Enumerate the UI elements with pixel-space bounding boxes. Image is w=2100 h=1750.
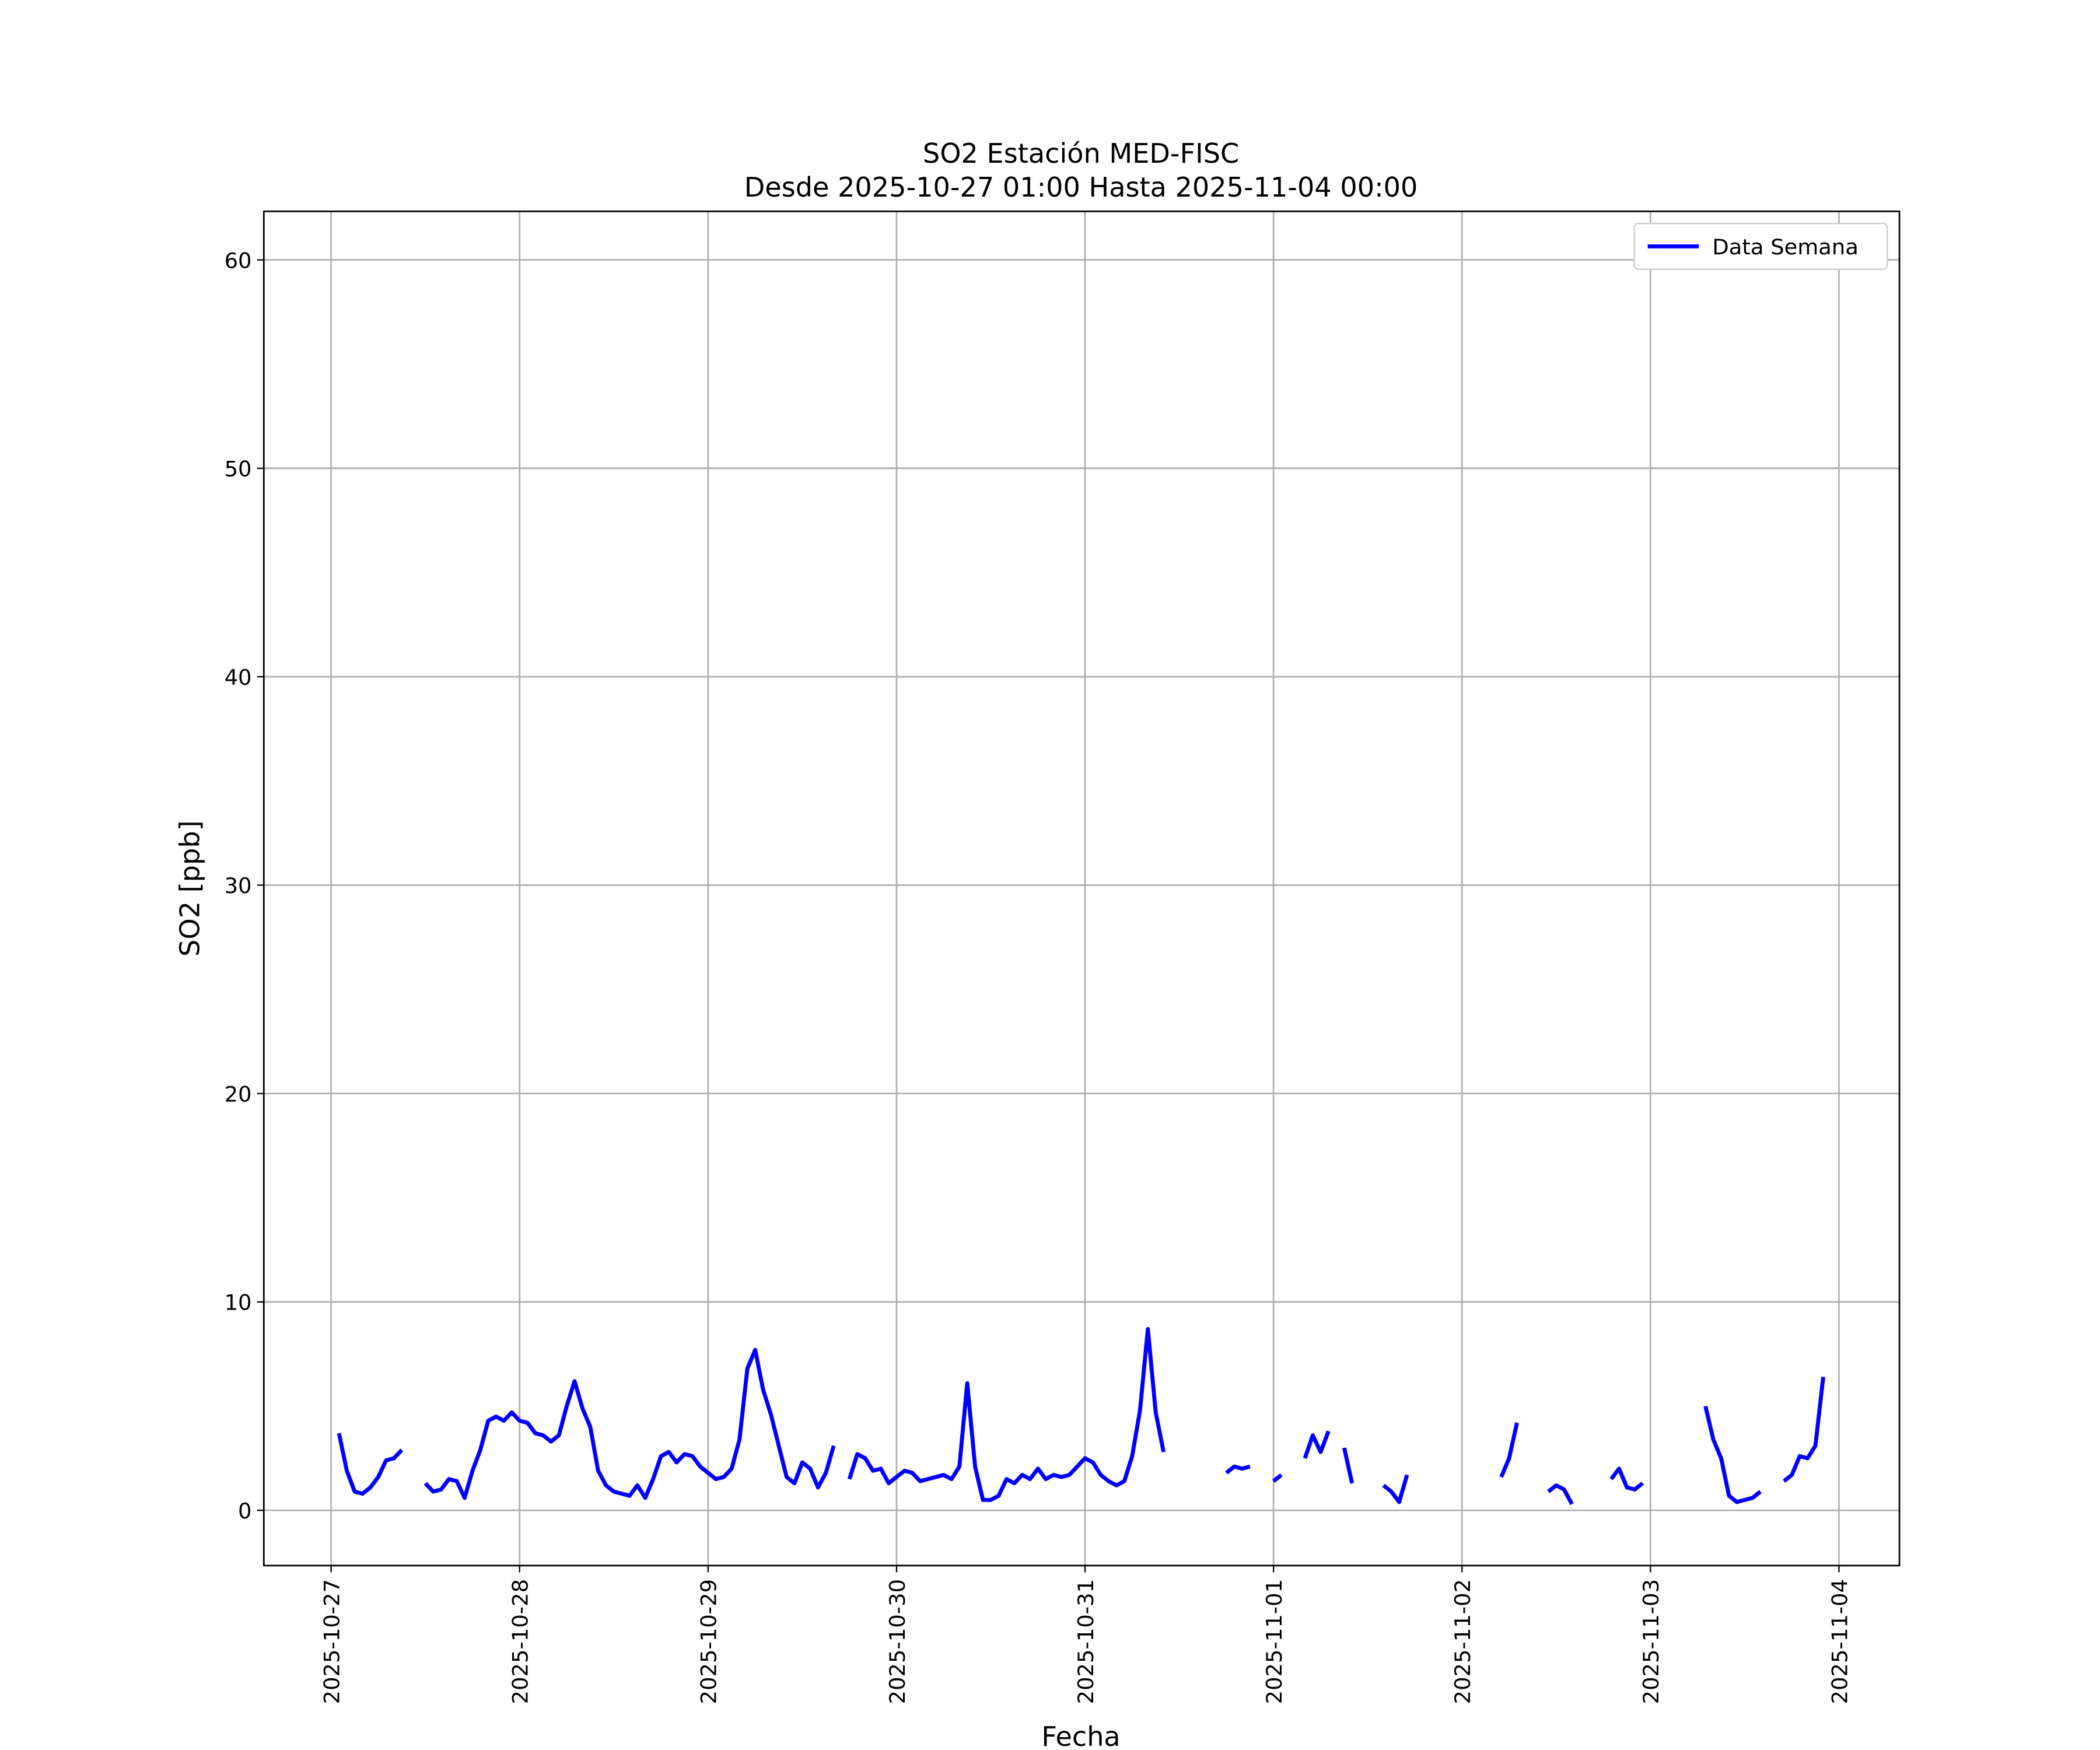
x-tick-label: 2025-11-01	[1262, 1579, 1287, 1704]
data-line	[1499, 1422, 1519, 1478]
x-tick-label: 2025-10-28	[508, 1579, 533, 1704]
x-tick-label: 2025-11-03	[1639, 1579, 1664, 1704]
y-tick-label: 50	[225, 457, 252, 482]
data-line	[847, 1326, 1166, 1502]
data-line	[1342, 1447, 1354, 1484]
y-tick-label: 20	[225, 1082, 252, 1107]
legend-label: Data Semana	[1712, 235, 1859, 260]
x-axis-label: Fecha	[1041, 1721, 1120, 1750]
data-line	[1382, 1474, 1409, 1504]
data-line	[1783, 1377, 1826, 1483]
data-line	[1703, 1405, 1762, 1504]
chart-title: SO2 Estación MED-FISC	[923, 138, 1239, 169]
data-line	[1303, 1430, 1331, 1459]
data-line	[424, 1348, 836, 1500]
y-tick-label: 10	[225, 1290, 252, 1315]
chart-subtitle: Desde 2025-10-27 01:00 Hasta 2025-11-04 …	[744, 172, 1418, 203]
y-tick-label: 30	[225, 873, 252, 898]
plot-frame	[262, 210, 1901, 1567]
data-line	[1225, 1464, 1251, 1475]
y-axis-label: SO2 [ppb]	[174, 820, 206, 957]
y-tick-label: 60	[225, 248, 252, 273]
data-line	[1609, 1466, 1644, 1492]
x-tick-label: 2025-10-30	[885, 1579, 910, 1704]
y-tick-label: 0	[238, 1499, 251, 1524]
legend-box	[1633, 222, 1888, 270]
data-line	[1547, 1483, 1574, 1506]
data-line	[337, 1433, 404, 1496]
x-tick-label: 2025-11-04	[1827, 1579, 1852, 1704]
x-tick-label: 2025-11-02	[1450, 1579, 1475, 1704]
x-tick-label: 2025-10-29	[696, 1579, 722, 1704]
x-tick-label: 2025-10-31	[1073, 1579, 1098, 1704]
x-tick-label: 2025-10-27	[319, 1579, 344, 1704]
data-line	[1272, 1473, 1283, 1483]
y-tick-label: 40	[225, 665, 252, 690]
